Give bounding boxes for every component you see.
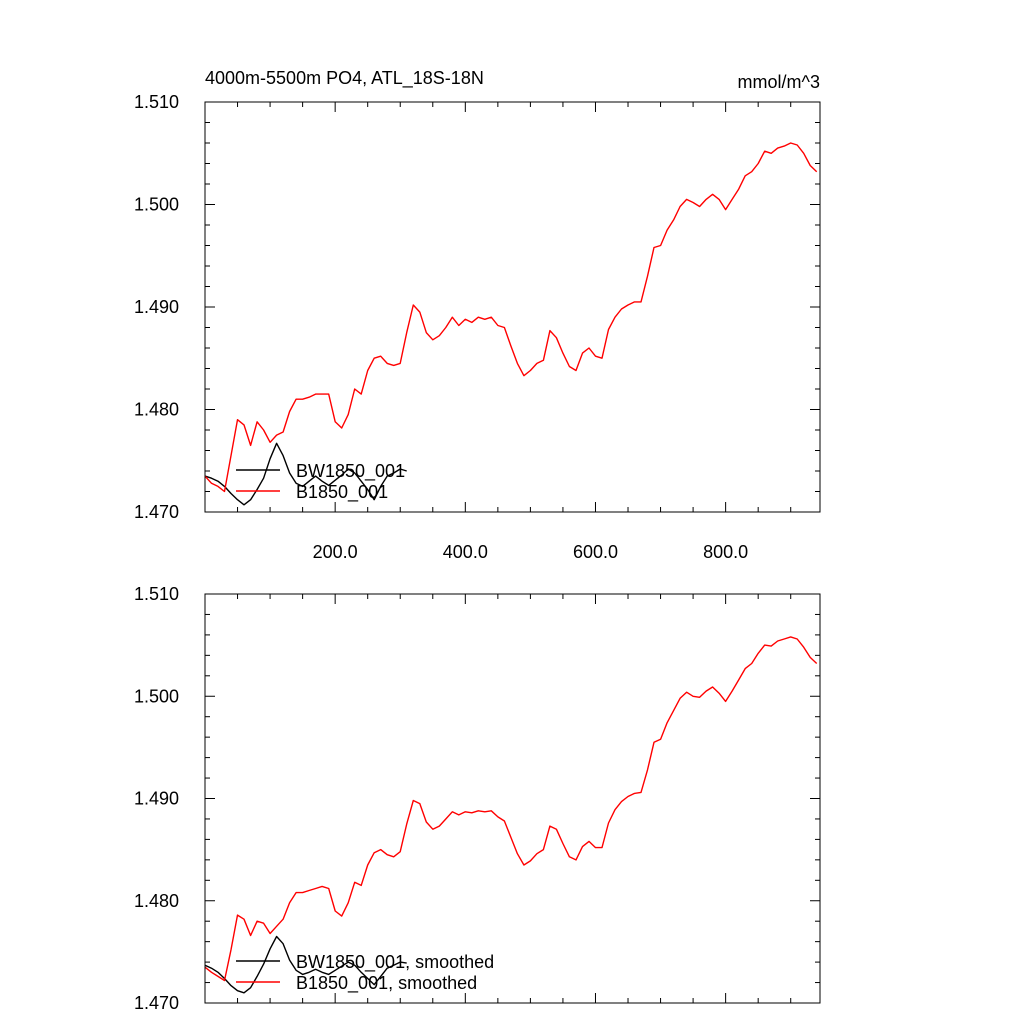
- x-tick-label: 200.0: [313, 542, 358, 562]
- y-tick-label: 1.500: [134, 686, 179, 706]
- chart-panel-top: 1.470 1.480 1.490 1.500 1.510 200.0 400.0 600.0…: [134, 68, 821, 562]
- series-line-1-1: [204, 636, 818, 982]
- x-tick-label: 800.0: [703, 542, 748, 562]
- y-tick-label: 1.510: [134, 584, 179, 604]
- y-tick-label: 1.510: [134, 92, 179, 112]
- x-tick-label: 400.0: [443, 542, 488, 562]
- plot-frame: [204, 593, 821, 1004]
- chart-title: 4000m-5500m PO4, ATL_18S-18N: [205, 68, 484, 89]
- units-label: mmol/m^3: [738, 72, 820, 92]
- legend-entry: BW1850_001, smoothed: [296, 952, 494, 973]
- y-tick-label: 1.470: [134, 502, 179, 522]
- legend-entry: BW1850_001: [296, 461, 405, 482]
- y-tick-label: 1.480: [134, 891, 179, 911]
- series-line-1-0: [204, 935, 407, 994]
- y-tick-label: 1.500: [134, 195, 179, 215]
- x-tick-label: 600.0: [573, 542, 618, 562]
- y-tick-label: 1.480: [134, 400, 179, 420]
- series-line-0-1: [204, 142, 818, 493]
- y-tick-label: 1.490: [134, 789, 179, 809]
- plot-frame: [204, 101, 821, 513]
- legend-entry: B1850_001, smoothed: [296, 973, 477, 994]
- y-tick-label: 1.490: [134, 297, 179, 317]
- series-line-0-0: [204, 442, 407, 506]
- chart-panel-bottom: 1.470 1.480 1.490 1.500 1.510 BW1850_001, smo…: [134, 584, 821, 1013]
- y-tick-label: 1.470: [134, 993, 179, 1013]
- legend-entry: B1850_001: [296, 482, 388, 503]
